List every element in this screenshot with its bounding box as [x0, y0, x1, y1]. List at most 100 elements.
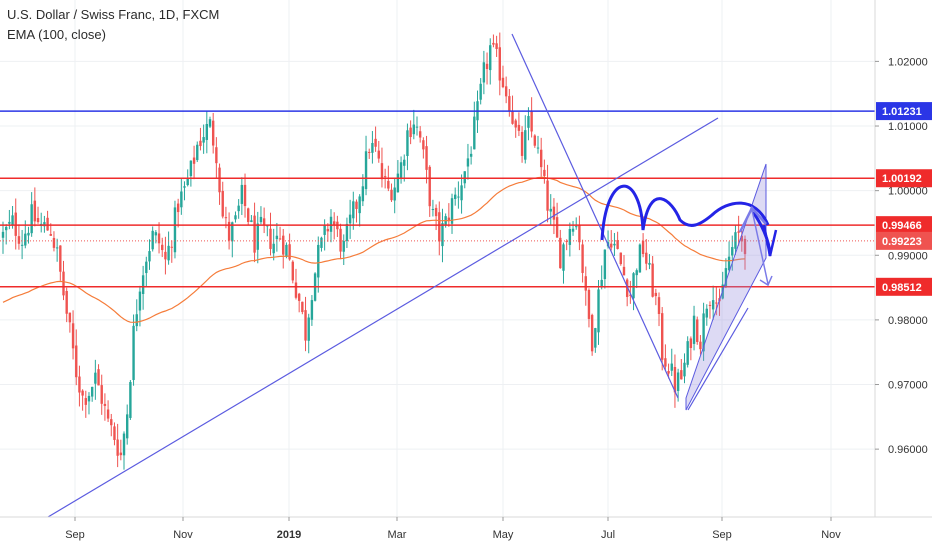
- rising-trendline[interactable]: [47, 117, 719, 518]
- candle-body: [103, 403, 107, 406]
- candle-body: [278, 238, 282, 240]
- candle-body: [253, 215, 256, 253]
- candle-body: [466, 158, 470, 167]
- candle-body: [680, 370, 683, 380]
- time-tick-label: Nov: [821, 529, 841, 541]
- candle-body: [387, 180, 390, 189]
- candle-body: [148, 251, 151, 262]
- candle-body: [737, 231, 740, 233]
- candle-body: [262, 218, 266, 226]
- candle-body: [189, 160, 193, 177]
- candle-body: [332, 221, 336, 226]
- candle-body: [250, 220, 253, 223]
- candle-body: [676, 372, 680, 391]
- price-tick-label: 1.01000: [888, 121, 928, 133]
- candle-body: [568, 229, 572, 245]
- candle-body: [65, 290, 68, 314]
- candle-body: [383, 176, 387, 178]
- level-price-label: 1.01231: [882, 106, 922, 118]
- candle-body: [167, 245, 170, 261]
- candle-body: [454, 194, 457, 199]
- candle-body: [431, 209, 435, 211]
- candle-body: [683, 362, 686, 377]
- candle-body: [711, 300, 715, 310]
- candle-body: [145, 261, 148, 274]
- candle-body: [348, 214, 352, 224]
- pattern-curve[interactable]: [600, 184, 770, 241]
- candle-body: [390, 189, 393, 201]
- candle-body: [495, 43, 498, 49]
- candle-body: [358, 196, 361, 214]
- candle-body: [584, 276, 587, 291]
- candle-body: [323, 224, 326, 235]
- price-axis-panel: [875, 0, 932, 550]
- candle-body: [638, 244, 642, 273]
- candle-body: [724, 268, 728, 287]
- candle-body: [619, 252, 623, 265]
- candle-body: [654, 292, 658, 297]
- candle-body: [43, 222, 46, 227]
- candle-body: [460, 185, 463, 201]
- level-price-tag: [876, 277, 932, 296]
- candle-body: [100, 385, 103, 404]
- candle-body: [368, 151, 371, 153]
- symbol-title: U.S. Dollar / Swiss Franc, 1D, FXCM: [7, 7, 220, 22]
- arrow-down-icon: [762, 224, 778, 257]
- candle-body: [62, 271, 65, 296]
- candle-body: [129, 382, 132, 418]
- candle-body: [259, 216, 263, 223]
- candle-body: [215, 147, 218, 164]
- falling-trendline[interactable]: [511, 33, 679, 399]
- candle-body: [352, 201, 355, 219]
- candle-body: [71, 323, 75, 349]
- candle-body: [211, 120, 215, 146]
- candle-body: [186, 178, 189, 186]
- candle-body: [307, 317, 310, 341]
- candle-body: [686, 341, 689, 365]
- time-tick-label: Jul: [601, 529, 615, 541]
- candle-body: [218, 167, 221, 193]
- candle-body: [380, 163, 384, 180]
- last-price-tag: [876, 231, 932, 250]
- level-price-label: 1.00192: [882, 173, 922, 185]
- candle-body: [403, 159, 406, 166]
- candle-body: [119, 452, 123, 456]
- level-price-label: 0.99466: [882, 220, 922, 232]
- candle-body: [533, 135, 537, 146]
- candle-body: [575, 226, 578, 228]
- candle-body: [68, 312, 72, 323]
- candle-body: [501, 77, 505, 88]
- candle-body: [412, 124, 416, 135]
- candle-body: [552, 206, 556, 220]
- candle-body: [673, 366, 677, 393]
- candle-body: [492, 42, 495, 45]
- candle-body: [161, 244, 164, 251]
- candle-body: [20, 244, 24, 246]
- candle-body: [294, 282, 298, 298]
- candle-body: [154, 232, 158, 236]
- time-tick-label: Mar: [388, 529, 407, 541]
- candle-body: [479, 83, 482, 100]
- candle-body: [590, 314, 594, 352]
- candle-body: [625, 279, 629, 297]
- candle-body: [94, 372, 97, 384]
- candle-body: [125, 414, 129, 439]
- channel-lower-line[interactable]: [687, 307, 749, 411]
- ascending-channel[interactable]: [685, 163, 767, 411]
- price-tick-label: 0.96000: [888, 444, 928, 456]
- candle-body: [78, 376, 81, 393]
- candle-body: [30, 204, 33, 234]
- candle-body: [661, 313, 664, 360]
- candle-body: [546, 180, 549, 211]
- candle-body: [24, 233, 27, 246]
- candle-body: [116, 439, 119, 456]
- candle-body: [450, 198, 454, 224]
- candle-body: [635, 270, 638, 276]
- candle-body: [645, 252, 648, 264]
- candle-body: [670, 363, 673, 371]
- candle-body: [49, 234, 52, 236]
- candle-body: [425, 146, 428, 170]
- candle-body: [180, 191, 183, 208]
- candle-body: [371, 142, 374, 153]
